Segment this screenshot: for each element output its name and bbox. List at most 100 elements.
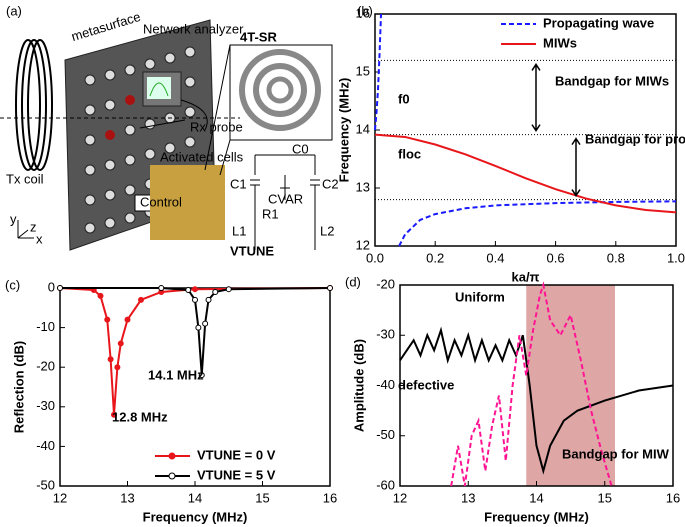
x-tick-label: 15 — [255, 490, 269, 505]
annotation: 12.8 MHz — [112, 409, 168, 424]
label: C1 — [230, 176, 247, 191]
point — [205, 296, 212, 303]
point — [212, 288, 219, 295]
series-line — [374, 133, 677, 214]
series-line — [450, 281, 613, 487]
point — [225, 286, 232, 293]
x-tick-label: 12 — [393, 490, 407, 505]
label: Rx probe — [190, 119, 243, 134]
legend-marker — [168, 472, 176, 480]
y-tick-label: 13 — [356, 179, 370, 194]
y-tick-label: -50 — [36, 477, 55, 492]
point — [327, 285, 333, 291]
point — [202, 320, 209, 327]
y-tick-label: -60 — [376, 477, 395, 492]
annotation: floc — [398, 146, 421, 161]
axis-y: y — [10, 211, 17, 226]
y-tick-label: 12 — [356, 237, 370, 252]
series-line — [399, 326, 674, 475]
plot-frame — [59, 287, 331, 487]
legend-label: MIWs — [543, 35, 577, 50]
x-tick-label: 0.8 — [607, 250, 625, 265]
x-tick-label: 15 — [598, 490, 612, 505]
x-tick-label: 0.6 — [547, 250, 565, 265]
panel-a: (a) metasurface Network analyzer 4T-SR R… — [0, 3, 339, 258]
label: Network analyzer — [143, 21, 244, 36]
point — [117, 340, 124, 347]
x-tick-label: 13 — [120, 490, 134, 505]
point — [97, 292, 104, 299]
point — [111, 411, 117, 418]
axis-x: x — [36, 231, 43, 246]
label: Tx coil — [6, 171, 44, 186]
y-tick-label: -50 — [376, 427, 395, 442]
label: Control — [140, 194, 182, 209]
y-axis-label: Reflection (dB) — [11, 341, 26, 433]
panel-label: (c) — [5, 277, 20, 292]
x-tick-label: 0.2 — [426, 250, 444, 265]
label: Activated cells — [160, 149, 244, 164]
label: L2 — [320, 223, 334, 238]
point — [192, 296, 198, 303]
y-tick-label: -20 — [36, 359, 55, 374]
point — [158, 285, 165, 291]
x-tick-label: 16 — [666, 490, 680, 505]
y-tick-label: 15 — [356, 63, 370, 78]
x-tick-label: 0.4 — [486, 250, 504, 265]
y-axis-label: Frequency (MHz) — [336, 78, 351, 183]
panel-label: (d) — [345, 274, 361, 289]
series-label: defective — [398, 377, 454, 392]
x-axis-label: ka/π — [511, 269, 539, 284]
y-tick-label: -30 — [36, 398, 55, 413]
annotation: Bandgap for prop. wave — [585, 131, 685, 146]
point — [185, 286, 192, 293]
y-tick-label: 16 — [356, 5, 370, 20]
annotation: Bandgap for MIW — [562, 446, 670, 461]
x-tick-label: 0.0 — [366, 250, 384, 265]
y-tick-label: -10 — [36, 319, 55, 334]
x-axis-label: Frequency (MHz) — [484, 509, 589, 524]
y-axis-label: Amplitude (dB) — [351, 339, 366, 432]
point — [198, 372, 205, 379]
y-tick-label: -40 — [36, 438, 55, 453]
label: CVAR — [268, 191, 303, 206]
legend-label: Propagating wave — [543, 15, 654, 30]
series-line — [374, 13, 677, 247]
y-tick-label: 0 — [48, 279, 55, 294]
arrow — [571, 137, 581, 197]
legend-marker — [168, 452, 176, 460]
point — [107, 356, 114, 363]
chart: (b) 0.0 0.2 0.4 0.6 0.8 1.0 12 13 14 15 16 ka/π Frequ… — [336, 3, 685, 284]
label: VTUNE — [230, 243, 274, 258]
point — [192, 286, 198, 293]
label: 4T-SR — [240, 29, 277, 44]
y-tick-label: -20 — [376, 276, 395, 291]
y-tick-label: 14 — [356, 121, 370, 136]
panel-label: (b) — [357, 3, 373, 18]
point — [138, 296, 144, 303]
point — [114, 364, 121, 371]
axis-z: z — [30, 219, 37, 234]
label: C2 — [322, 176, 339, 191]
x-tick-label: 14 — [529, 490, 543, 505]
plot-frame — [374, 13, 677, 247]
label: L1 — [232, 223, 246, 238]
label: metasurface — [69, 9, 142, 44]
y-tick-label: -30 — [376, 327, 395, 342]
label: R1 — [262, 206, 279, 221]
chart: (d) 12 13 14 15 16 -20 -30 -40 -50 -60 Frequency (M… — [345, 274, 680, 524]
series-label: Uniform — [455, 289, 505, 304]
point — [195, 324, 202, 331]
annotation: f0 — [398, 91, 410, 106]
point — [57, 285, 63, 291]
label: C0 — [292, 141, 309, 156]
x-tick-label: 16 — [323, 490, 337, 505]
x-axis-label: Frequency (MHz) — [143, 509, 248, 524]
legend-label: VTUNE = 5 V — [197, 467, 276, 482]
point — [104, 316, 111, 323]
x-tick-label: 14 — [188, 490, 202, 505]
legend-label: VTUNE = 0 V — [197, 447, 276, 462]
annotation: 14.1 MHz — [148, 367, 204, 382]
panel-label: (a) — [6, 3, 22, 18]
